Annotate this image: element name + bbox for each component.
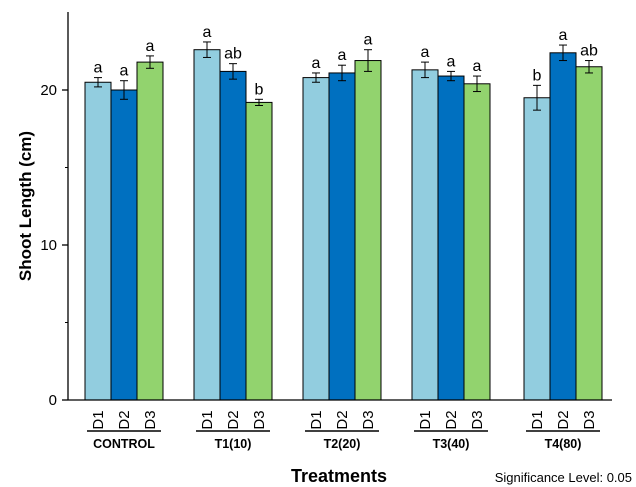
series-label-d3: D3 [360,410,377,429]
y-tick-label: 20 [40,82,57,99]
bar-d1-4 [523,97,551,401]
significance-letter: b [255,81,264,98]
significance-letter: ab [580,43,598,60]
bar-d3-3 [463,83,491,401]
bar-d3-4 [575,66,603,401]
significance-letter: a [203,24,212,41]
bar-d2-1 [219,70,247,401]
category-labels-layer: CONTROL T1(10) T2(20) T3(40) T4(80) [87,430,600,451]
series-label-d2: D2 [555,410,572,429]
axes-layer [67,12,612,401]
significance-letter: a [146,38,155,55]
series-label-d3: D3 [142,410,159,429]
bar-d3-0 [136,61,164,401]
series-label-d2: D2 [334,410,351,429]
series-label-d1: D1 [529,410,546,429]
category-label: T4(80) [545,437,582,451]
series-label-d1: D1 [90,410,107,429]
bar-d1-2 [302,77,330,401]
bar-d1-0 [84,81,112,401]
series-label-d2: D2 [443,410,460,429]
bar-d2-2 [328,72,356,401]
series-label-d1: D1 [417,410,434,429]
y-ticks-layer: 0 10 20 [40,82,68,409]
significance-letter: a [421,44,430,61]
bar-d2-0 [110,89,138,401]
bar-d3-2 [354,60,382,401]
significance-letter: a [447,53,456,70]
significance-letter: a [473,58,482,75]
x-axis-title: Treatments [291,466,387,486]
bars-layer [84,49,603,401]
bar-d1-1 [193,49,221,401]
significance-letter: ab [224,46,242,63]
series-label-d2: D2 [225,410,242,429]
bar-d2-4 [549,52,577,401]
bar-d2-3 [437,75,465,401]
significance-letter: a [559,27,568,44]
y-axis-title: Shoot Length (cm) [16,131,35,281]
y-tick-label: 0 [49,392,57,409]
series-label-d1: D1 [308,410,325,429]
category-label: T3(40) [433,437,470,451]
y-tick-label: 10 [40,237,57,254]
series-label-d3: D3 [469,410,486,429]
category-label: T1(10) [215,437,252,451]
series-label-d2: D2 [116,410,133,429]
error-bars-layer [94,41,593,111]
significance-letter: a [364,32,373,49]
series-label-d3: D3 [251,410,268,429]
significance-letter: a [120,63,129,80]
category-label: T2(20) [324,437,361,451]
significance-letter: b [533,67,542,84]
bar-d3-1 [245,101,273,401]
series-label-d3: D3 [581,410,598,429]
significance-letter: a [94,60,103,77]
significance-letter: a [312,55,321,72]
category-label: CONTROL [93,437,155,451]
series-label-d1: D1 [199,410,216,429]
significance-level-note: Significance Level: 0.05 [495,470,632,485]
significance-letter: a [338,47,347,64]
bar-d1-3 [411,69,439,401]
series-labels-layer: D1 D2 D3 D1 D2 D3 D1 D2 D3 D1 D2 D3 D1 D2 D3 [90,410,598,429]
